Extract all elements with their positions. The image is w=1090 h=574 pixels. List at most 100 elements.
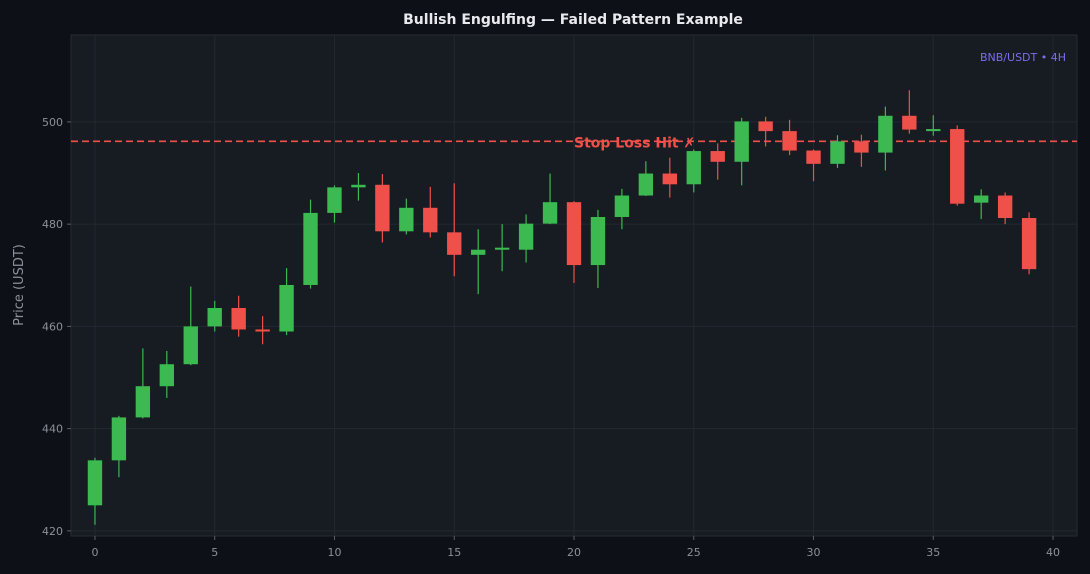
candle-body	[159, 364, 174, 387]
y-tick-label: 440	[42, 423, 63, 436]
candle-body	[758, 121, 773, 132]
candle-body	[566, 202, 582, 266]
candle-bullish	[399, 198, 414, 235]
candle-body	[87, 460, 103, 506]
candle-bearish	[255, 316, 270, 345]
candle-bearish	[758, 116, 773, 147]
candle-bearish	[423, 186, 438, 238]
candle-body	[926, 129, 941, 132]
x-tick-label: 30	[807, 546, 821, 559]
candle-body	[207, 307, 222, 327]
candle-body	[494, 247, 510, 250]
candle-body	[279, 284, 294, 332]
candle-body	[614, 195, 630, 217]
candle-bullish	[518, 214, 534, 263]
candle-bullish	[830, 135, 845, 168]
candle-bullish	[183, 286, 198, 366]
candle-bearish	[662, 157, 677, 198]
candles-layer	[87, 90, 1037, 525]
candle-body	[542, 202, 558, 224]
candle-bearish	[231, 295, 246, 337]
candle-bullish	[542, 173, 558, 225]
candle-body	[950, 129, 965, 204]
candle-body	[710, 151, 725, 162]
candle-body	[878, 115, 893, 153]
candle-body	[686, 151, 701, 185]
candle-bullish	[471, 229, 486, 295]
candle-body	[471, 249, 486, 255]
candle-body	[782, 131, 797, 151]
candle-bullish	[494, 224, 510, 272]
y-axis-label: Price (USDT)	[12, 244, 27, 326]
candle-body	[231, 307, 246, 330]
x-tick-label: 35	[926, 546, 940, 559]
candle-body	[518, 223, 534, 250]
candle-bearish	[1021, 212, 1037, 275]
x-tick-label: 40	[1046, 546, 1060, 559]
candle-body	[854, 141, 869, 153]
candle-body	[135, 386, 151, 418]
x-tick-label: 5	[211, 546, 218, 559]
candle-bullish	[734, 117, 749, 186]
candle-bearish	[854, 134, 869, 167]
y-tick-label: 500	[42, 116, 63, 129]
candle-bearish	[950, 125, 965, 206]
candle-body	[399, 207, 414, 232]
candle-body	[734, 121, 749, 162]
candle-body	[1021, 218, 1037, 270]
candle-bullish	[614, 188, 630, 230]
candle-body	[303, 212, 318, 285]
candle-bullish	[926, 115, 941, 136]
candle-body	[590, 216, 606, 266]
chart-title: Bullish Engulfing — Failed Pattern Examp…	[403, 12, 743, 28]
candle-body	[806, 150, 821, 164]
candle-body	[830, 141, 845, 164]
candle-body	[375, 184, 390, 232]
x-tick-label: 25	[687, 546, 701, 559]
candle-bearish	[375, 174, 390, 243]
candle-body	[638, 173, 654, 196]
candle-bullish	[638, 161, 654, 197]
candle-bullish	[159, 350, 174, 398]
x-tick-label: 0	[91, 546, 98, 559]
candle-bullish	[303, 199, 318, 289]
candle-bearish	[566, 201, 582, 283]
y-tick-label: 420	[42, 525, 63, 538]
candle-bearish	[997, 192, 1013, 225]
candle-body	[255, 329, 270, 332]
y-tick-label: 480	[42, 218, 63, 231]
candle-bullish	[87, 457, 103, 525]
grid-lines	[71, 35, 1077, 536]
candle-body	[111, 417, 127, 461]
candle-bullish	[135, 348, 151, 419]
candle-bearish	[806, 149, 821, 182]
candle-body	[351, 184, 366, 188]
x-tick-label: 15	[447, 546, 461, 559]
x-tick-label: 10	[327, 546, 341, 559]
candle-bearish	[902, 90, 917, 134]
candle-body	[423, 207, 438, 233]
candle-bullish	[974, 189, 989, 220]
candle-bullish	[878, 106, 893, 171]
candle-bullish	[327, 185, 342, 223]
x-tick-label: 20	[567, 546, 581, 559]
candle-bullish	[279, 268, 294, 336]
candle-body	[327, 187, 342, 213]
candle-body	[902, 115, 917, 130]
candle-bullish	[111, 415, 127, 478]
candle-bullish	[351, 173, 366, 201]
candle-bullish	[686, 149, 701, 193]
y-tick-label: 460	[42, 320, 63, 333]
candle-body	[183, 326, 198, 365]
candle-bullish	[207, 300, 222, 332]
candle-bullish	[590, 209, 606, 289]
candle-body	[447, 232, 462, 255]
candle-body	[662, 173, 677, 185]
candle-bearish	[710, 143, 725, 180]
axes: 420 440 460 480 500 0 5 10 15 20 25 30 35 40	[42, 116, 1060, 559]
candle-body	[997, 195, 1013, 219]
candle-bearish	[782, 119, 797, 156]
candle-body	[974, 195, 989, 203]
stop-loss-annotation: Stop Loss Hit ✗	[574, 135, 695, 151]
